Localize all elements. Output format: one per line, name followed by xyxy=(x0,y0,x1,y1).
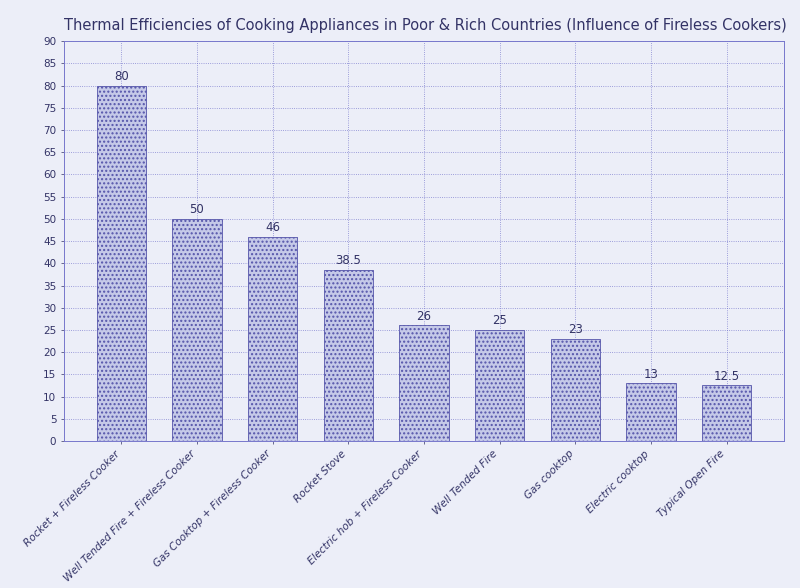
Bar xyxy=(172,219,222,441)
Text: 23: 23 xyxy=(568,323,582,336)
Text: 46: 46 xyxy=(265,221,280,234)
Bar xyxy=(550,339,600,441)
Text: 50: 50 xyxy=(190,203,204,216)
Text: 80: 80 xyxy=(114,70,129,83)
Text: 38.5: 38.5 xyxy=(335,254,362,268)
Bar xyxy=(626,383,676,441)
Text: 25: 25 xyxy=(492,314,507,328)
Text: Thermal Efficiencies of Cooking Appliances in Poor & Rich Countries (Influence o: Thermal Efficiencies of Cooking Applianc… xyxy=(64,18,786,33)
Bar xyxy=(475,330,524,441)
Bar xyxy=(702,386,751,441)
Bar xyxy=(248,236,298,441)
Bar xyxy=(324,270,373,441)
Text: 13: 13 xyxy=(643,368,658,380)
Bar xyxy=(399,326,449,441)
Text: 26: 26 xyxy=(417,310,431,323)
Bar xyxy=(97,86,146,441)
Text: 12.5: 12.5 xyxy=(714,370,740,383)
